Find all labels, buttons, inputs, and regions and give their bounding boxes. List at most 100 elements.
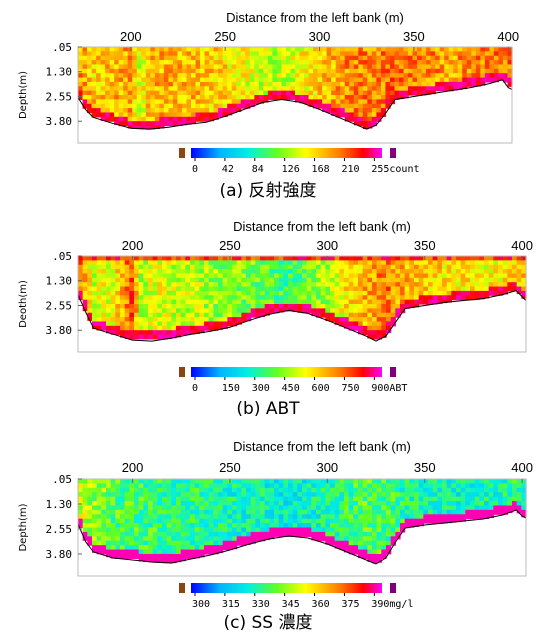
heat-cell: [254, 90, 260, 96]
heat-cell: [82, 509, 88, 515]
heat-cell: [92, 549, 98, 553]
heat-cell: [414, 514, 420, 520]
heat-cell: [460, 269, 466, 275]
heat-cell: [134, 479, 140, 485]
heat-cell: [254, 99, 260, 105]
heat-cell: [381, 295, 387, 301]
heat-cell: [498, 290, 504, 296]
heat-cell: [320, 536, 326, 542]
heat-cell: [389, 64, 396, 70]
heat-cell: [227, 518, 233, 524]
heat-cell: [367, 86, 373, 92]
heat-cell: [260, 282, 266, 288]
heat-cell: [240, 55, 246, 61]
heat-cell: [292, 514, 298, 520]
heat-cell: [274, 304, 280, 309]
heat-cell: [231, 60, 237, 66]
heat-cell: [148, 330, 154, 336]
heat-cell: [334, 282, 340, 288]
heat-cell: [521, 264, 527, 270]
heat-cell: [78, 505, 84, 511]
heat-cell: [385, 99, 391, 105]
heat-cell: [180, 553, 186, 559]
heat-cell: [353, 523, 359, 529]
heat-cell: [330, 264, 336, 270]
heat-cell: [448, 51, 454, 57]
heat-cell: [218, 273, 224, 279]
heat-cell: [136, 68, 142, 74]
heat-cell: [493, 273, 499, 279]
heat-cell: [395, 277, 401, 283]
heat-cell: [92, 487, 98, 493]
heat-cell: [180, 509, 186, 515]
heat-cell: [177, 51, 183, 57]
heat-cell: [246, 479, 252, 485]
heat-cell: [141, 60, 147, 66]
heat-cell: [227, 295, 233, 301]
heat-cell: [162, 282, 168, 288]
heat-cell: [288, 483, 294, 489]
heat-cell: [249, 47, 255, 52]
heat-cell: [123, 95, 129, 100]
heat-cell: [218, 514, 224, 520]
heat-cell: [417, 90, 423, 96]
heat-cell: [272, 51, 278, 57]
heat-cell: [180, 317, 186, 323]
heat-cell: [348, 269, 354, 275]
heat-cell: [78, 295, 84, 301]
heat-cell: [246, 536, 252, 542]
heat-cell: [269, 527, 275, 533]
colorbar-over-swatch: [390, 583, 396, 593]
heat-cell: [208, 286, 214, 292]
heat-cell: [177, 112, 183, 118]
heat-cell: [106, 312, 112, 318]
heat-cell: [264, 273, 270, 279]
heat-cell: [199, 312, 205, 318]
heat-cell: [127, 108, 133, 114]
heat-cell: [474, 501, 480, 507]
heat-cell: [283, 527, 289, 533]
heat-cell: [484, 286, 490, 292]
heat-cell: [222, 479, 228, 485]
heat-cell: [389, 90, 396, 96]
heat-cell: [437, 260, 443, 266]
heat-cell: [138, 269, 144, 275]
heat-cell: [78, 509, 84, 515]
heat-cell: [313, 73, 319, 79]
heat-cell: [162, 264, 168, 270]
heat-cell: [349, 103, 355, 109]
heat-cell: [110, 269, 116, 275]
heat-cell: [444, 81, 450, 87]
heat-cell: [162, 479, 168, 485]
heat-cell: [381, 325, 387, 331]
heat-cell: [186, 73, 192, 79]
heat-cell: [395, 264, 401, 270]
heat-cell: [311, 536, 317, 541]
heat-cell: [316, 487, 322, 493]
heat-cell: [432, 290, 438, 296]
heat-cell: [181, 90, 188, 96]
heat-cell: [372, 527, 378, 533]
heat-cell: [96, 90, 102, 96]
heat-cell: [269, 523, 275, 529]
heat-cell: [129, 282, 135, 288]
heat-cell: [317, 86, 323, 92]
heat-cell: [101, 269, 107, 275]
heat-cell: [353, 103, 359, 109]
heat-cell: [110, 321, 116, 327]
heat-cell: [240, 64, 246, 70]
heat-cell: [386, 487, 392, 493]
heat-cell: [180, 514, 186, 520]
heat-cell: [101, 256, 107, 261]
heat-cell: [442, 496, 448, 502]
heat-cell: [78, 260, 84, 266]
heat-cell: [180, 312, 186, 318]
heat-cell: [110, 492, 116, 498]
heat-cell: [199, 282, 205, 288]
heat-cell: [446, 290, 452, 296]
heat-cell: [331, 99, 337, 105]
heat-cell: [380, 47, 387, 52]
heat-cell: [114, 73, 120, 79]
heat-cell: [185, 290, 191, 296]
heat-cell: [101, 501, 107, 507]
